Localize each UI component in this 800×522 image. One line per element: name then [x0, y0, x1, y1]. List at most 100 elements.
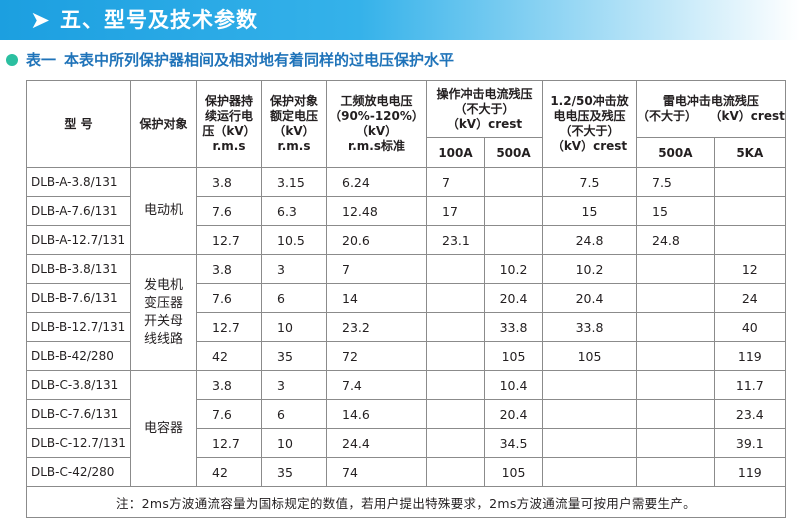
cell-lightning-5ka: 40: [713, 312, 786, 342]
header-switching-500a: 500A: [484, 137, 543, 168]
header-impulse-line: 电电压及残压: [553, 109, 626, 123]
cell-switching-500a: [484, 225, 543, 255]
cell-lightning-500a: [636, 457, 715, 487]
cell-rated-voltage: 6.3: [261, 196, 327, 226]
cell-lightning-500a: 24.8: [636, 225, 715, 255]
section-title: 五、型号及技术参数: [60, 8, 258, 32]
header-impulse-line: 1.2/50冲击放: [550, 94, 629, 108]
header-rated-line: r.m.s: [277, 139, 311, 153]
cell-rated-voltage: 10: [261, 428, 327, 458]
table-caption: 表一 本表中所列保护器相间及相对地有着同样的过电压保护水平: [26, 47, 454, 73]
cell-switching-100a: [426, 341, 485, 371]
cell-power-frequency: 72: [326, 341, 427, 371]
table-row: DLB-A-3.8/131 电动机 3.8 3.15 6.24 7 7.5 7.5: [26, 167, 786, 255]
cell-power-frequency: 14.6: [326, 399, 427, 429]
cell-lightning-500a: [636, 312, 715, 342]
cell-switching-500a: 105: [484, 457, 543, 487]
table-row: DLB-C-3.8/131 电容器 3.8 3 7.4 10.4 11.7: [26, 370, 786, 487]
header-pf-line: r.m.s标准: [348, 139, 405, 153]
cell-power-frequency: 23.2: [326, 312, 427, 342]
cell-lightning-500a: 7.5: [636, 167, 715, 197]
header-rated: 保护对象 额定电压 （kV） r.m.s: [261, 80, 327, 168]
cell-lightning-5ka: 23.4: [713, 399, 786, 429]
cell-model: DLB-B-12.7/131: [26, 312, 131, 342]
cell-power-frequency: 12.48: [326, 196, 427, 226]
table-row: DLB-C-42/280 42 35 74 105 119: [26, 457, 786, 487]
header-mcov-line: 压（kV）: [202, 124, 256, 138]
cell-mcov: 3.8: [196, 167, 262, 197]
header-row-top: 型 号 保护对象 保护器持 续运行电 压（kV） r.m.s 保护对象 额定电压…: [26, 80, 786, 168]
header-rated-line: （kV）: [273, 124, 315, 138]
chevron-right-icon: ➤: [30, 6, 51, 34]
cell-mcov: 42: [196, 457, 262, 487]
protected-object-line: 电容器: [143, 420, 183, 436]
header-lightning-line: （不大于） （kV）crest: [637, 109, 785, 123]
cell-lightning-5ka: 24: [713, 283, 786, 313]
cell-rated-voltage: 10.5: [261, 225, 327, 255]
cell-mcov: 3.8: [196, 370, 262, 400]
header-lightning-5ka: 5KA: [713, 137, 786, 168]
cell-lightning-500a: [636, 370, 715, 400]
cell-power-frequency: 6.24: [326, 167, 427, 197]
table-row: DLB-A-7.6/131 7.6 6.3 12.48 17 15 15: [26, 196, 786, 226]
header-mcov-line: r.m.s: [212, 139, 246, 153]
cell-lightning-5ka: 39.1: [713, 428, 786, 458]
cell-model: DLB-C-42/280: [26, 457, 131, 487]
header-switching-100a: 100A: [426, 137, 485, 168]
cell-switching-100a: [426, 312, 485, 342]
cell-mcov: 7.6: [196, 399, 262, 429]
header-pf-line: （kV）: [355, 124, 398, 138]
footnote-row: 注：2ms方波通流容量为国标规定的数值，若用户提出特殊要求，2ms方波通流量可按…: [26, 486, 786, 518]
spec-table: 型 号 保护对象 保护器持 续运行电 压（kV） r.m.s 保护对象 额定电压…: [26, 80, 786, 518]
cell-switching-100a: [426, 370, 485, 400]
cell-model: DLB-A-7.6/131: [26, 196, 131, 226]
cell-power-frequency: 14: [326, 283, 427, 313]
section-banner: ➤ 五、型号及技术参数: [0, 0, 800, 40]
cell-rated-voltage: 10: [261, 312, 327, 342]
cell-model: DLB-C-12.7/131: [26, 428, 131, 458]
cell-impulse: 33.8: [542, 312, 637, 342]
cell-switching-500a: 105: [484, 341, 543, 371]
header-switching: 操作冲击电流残压 （不大于） （kV）crest: [426, 80, 543, 138]
cell-switching-100a: [426, 254, 485, 284]
header-pf-line: （90%-120%）: [329, 109, 424, 123]
cell-rated-voltage: 6: [261, 283, 327, 313]
footnote: 注：2ms方波通流容量为国标规定的数值，若用户提出特殊要求，2ms方波通流量可按…: [26, 486, 786, 518]
cell-switching-500a: [484, 167, 543, 197]
cell-mcov: 3.8: [196, 254, 262, 284]
cell-lightning-500a: [636, 399, 715, 429]
protected-object-line: 变压器: [143, 295, 183, 311]
header-impulse: 1.2/50冲击放 电电压及残压 （不大于） （kV）crest: [542, 80, 637, 168]
cell-lightning-5ka: [713, 225, 786, 255]
table-row: DLB-B-42/280 42 35 72 105 105 119: [26, 341, 786, 371]
cell-rated-voltage: 6: [261, 399, 327, 429]
header-impulse-line: （不大于）: [559, 124, 620, 138]
cell-switching-500a: 33.8: [484, 312, 543, 342]
table-caption-text: 本表中所列保护器相间及相对地有着同样的过电压保护水平: [64, 51, 455, 69]
header-rated-line: 保护对象: [269, 94, 318, 108]
cell-rated-voltage: 3: [261, 370, 327, 400]
header-lightning-500a: 500A: [636, 137, 715, 168]
cell-switching-500a: [484, 196, 543, 226]
cell-power-frequency: 74: [326, 457, 427, 487]
cell-lightning-500a: [636, 341, 715, 371]
cell-power-frequency: 24.4: [326, 428, 427, 458]
header-impulse-line: （kV）crest: [551, 139, 628, 153]
cell-power-frequency: 7: [326, 254, 427, 284]
header-mcov-line: 续运行电: [204, 109, 253, 123]
cell-switching-500a: 34.5: [484, 428, 543, 458]
cell-mcov: 7.6: [196, 196, 262, 226]
cell-mcov: 42: [196, 341, 262, 371]
cell-switching-100a: [426, 399, 485, 429]
cell-switching-500a: 10.4: [484, 370, 543, 400]
header-switching-line: （不大于）: [454, 101, 515, 116]
cell-power-frequency: 20.6: [326, 225, 427, 255]
cell-protected-object: 电动机: [130, 167, 197, 255]
cell-model: DLB-B-7.6/131: [26, 283, 131, 313]
cell-switching-100a: 23.1: [426, 225, 485, 255]
header-switching-line: 操作冲击电流残压: [436, 86, 533, 101]
header-object: 保护对象: [130, 80, 197, 168]
cell-rated-voltage: 35: [261, 457, 327, 487]
cell-switching-100a: [426, 428, 485, 458]
cell-lightning-500a: [636, 428, 715, 458]
